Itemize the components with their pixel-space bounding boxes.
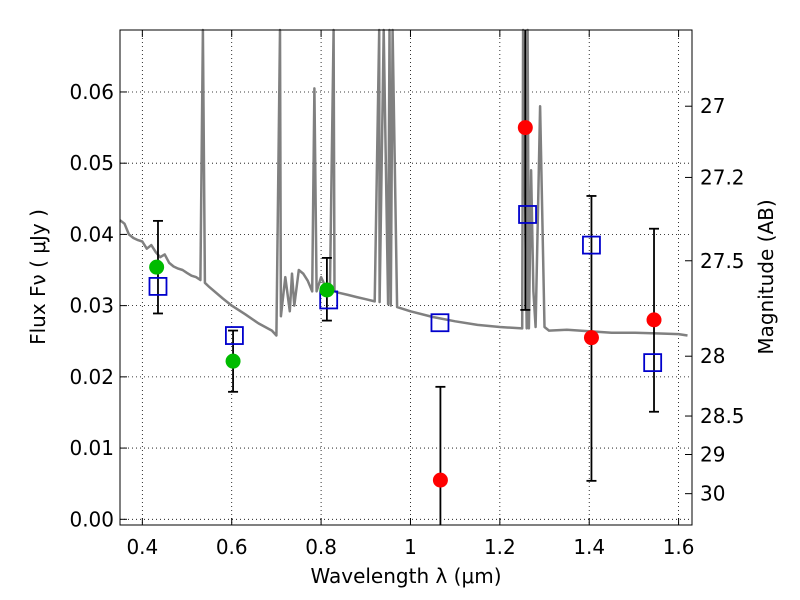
x-tick-label: 0.8 <box>305 535 337 559</box>
y-tick-label: 0.03 <box>69 294 114 318</box>
model-sed-line <box>119 28 688 337</box>
model-photometry-point <box>582 235 601 255</box>
y-tick-label: 0.06 <box>69 80 114 104</box>
model-photometry-point <box>643 353 663 373</box>
y2-tick-label: 27.5 <box>700 249 745 273</box>
green-data-point <box>149 259 165 275</box>
y2-tick-label: 27.2 <box>700 165 745 189</box>
y2-axis-label: Magnitude (AB) <box>754 199 778 354</box>
error-bars <box>152 30 660 525</box>
x-tick-label: 1.6 <box>663 535 695 559</box>
x-tick-label: 0.4 <box>126 535 158 559</box>
y-tick-label: 0.00 <box>69 507 114 531</box>
x-tick-label: 1.2 <box>484 535 516 559</box>
y-axis-label: Flux Fν ( μJy ) <box>26 209 50 345</box>
observed-points <box>149 120 662 488</box>
red-data-point <box>432 472 448 488</box>
x-tick-labels: 0.4 0.6 0.8 1 1.2 1.4 1.6 <box>126 535 694 559</box>
y2-tick-label: 29 <box>700 442 725 466</box>
y2-tick-label: 30 <box>700 482 725 506</box>
green-data-point <box>225 353 241 369</box>
y-tick-labels: 0.00 0.01 0.02 0.03 0.04 0.05 0.06 <box>69 80 114 531</box>
model-photometry-point <box>224 326 244 345</box>
axis-ticks <box>120 30 692 525</box>
y-tick-label: 0.05 <box>69 151 114 175</box>
y-tick-label: 0.04 <box>69 222 114 246</box>
red-data-point <box>517 120 533 136</box>
model-photometry-squares <box>148 205 663 373</box>
green-data-point <box>319 282 335 298</box>
red-data-point <box>583 330 599 346</box>
x-tick-label: 0.6 <box>216 535 248 559</box>
plot-frame <box>119 29 693 526</box>
grid <box>120 30 692 525</box>
model-photometry-point <box>430 313 450 333</box>
y-tick-label: 0.02 <box>69 365 114 389</box>
red-data-point <box>646 312 662 328</box>
y2-tick-label: 28.5 <box>700 404 745 428</box>
model-photometry-point <box>518 205 537 224</box>
model-photometry-point <box>148 277 168 296</box>
model-sed-polyline <box>119 28 688 337</box>
x-tick-label: 1.4 <box>573 535 605 559</box>
y2-tick-label: 27 <box>700 94 725 118</box>
y-tick-label: 0.01 <box>69 436 114 460</box>
y2-tick-label: 28 <box>700 344 725 368</box>
y2-tick-labels: 27 27.2 27.5 28 28.5 29 30 <box>700 94 745 505</box>
x-tick-label: 1 <box>404 535 417 559</box>
x-axis-label: Wavelength λ (μm) <box>310 564 501 588</box>
